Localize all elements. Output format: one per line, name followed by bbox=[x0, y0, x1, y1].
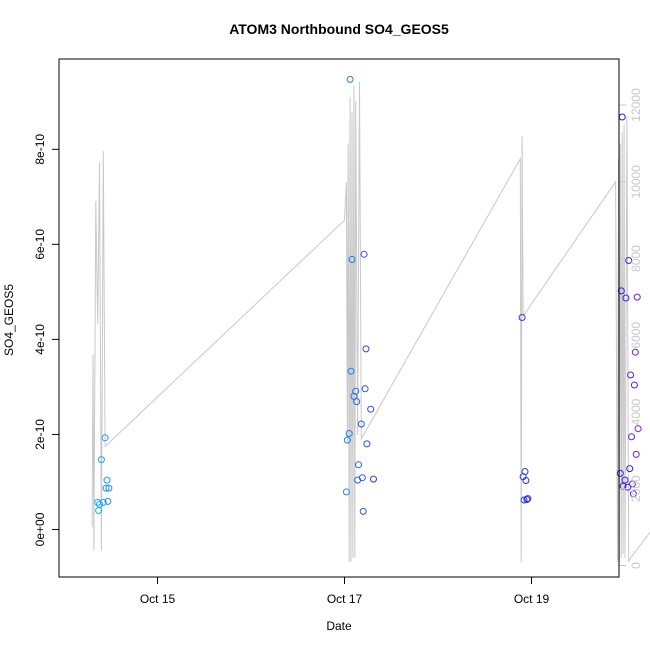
data-point bbox=[627, 371, 635, 379]
data-point bbox=[628, 433, 635, 441]
altitude-line bbox=[91, 81, 650, 562]
y-axis-label: SO4_GEOS5 bbox=[2, 284, 16, 356]
data-point bbox=[346, 75, 354, 83]
data-point bbox=[616, 469, 624, 477]
data-point bbox=[518, 314, 526, 321]
chart-title: ATOM3 Northbound SO4_GEOS5 bbox=[229, 21, 449, 37]
data-point bbox=[363, 440, 371, 448]
data-point bbox=[522, 477, 530, 484]
scatter-series bbox=[94, 75, 642, 515]
y-tick-label: 2e-10 bbox=[33, 419, 47, 450]
data-point bbox=[103, 476, 111, 484]
data-point bbox=[523, 496, 531, 503]
x-tick-label: Oct 19 bbox=[514, 592, 550, 606]
y2-tick-label: 6000 bbox=[629, 322, 643, 349]
data-point bbox=[355, 461, 362, 469]
data-point bbox=[630, 381, 638, 389]
data-point bbox=[361, 385, 369, 393]
y-tick-label: 8e-10 bbox=[33, 134, 47, 165]
data-point bbox=[348, 256, 356, 263]
data-point bbox=[624, 483, 632, 491]
data-point bbox=[343, 436, 351, 444]
data-point bbox=[521, 468, 529, 475]
data-point bbox=[618, 113, 626, 121]
data-point bbox=[625, 257, 633, 264]
plot-frame bbox=[58, 58, 620, 578]
data-point bbox=[631, 348, 639, 356]
data-point bbox=[617, 287, 625, 295]
data-point bbox=[353, 398, 361, 406]
data-point bbox=[370, 475, 377, 483]
data-point bbox=[96, 500, 103, 508]
x-tick-label: Oct 15 bbox=[140, 592, 176, 606]
data-point bbox=[358, 474, 366, 482]
data-point bbox=[360, 250, 368, 258]
data-point bbox=[104, 497, 112, 505]
y-tick-label: 6e-10 bbox=[33, 229, 47, 260]
data-point bbox=[105, 484, 113, 492]
data-point bbox=[524, 495, 532, 503]
data-point bbox=[629, 480, 636, 488]
data-point bbox=[102, 484, 110, 492]
data-point bbox=[629, 490, 637, 498]
data-point bbox=[345, 430, 353, 437]
y2-tick-label: 8000 bbox=[629, 245, 643, 272]
data-point bbox=[367, 405, 375, 413]
y-tick-label: 0e+00 bbox=[33, 512, 47, 546]
data-point bbox=[95, 507, 103, 514]
data-point bbox=[622, 294, 630, 302]
data-point bbox=[621, 476, 629, 484]
data-point bbox=[99, 498, 107, 506]
y2-tick-label: 4000 bbox=[629, 398, 643, 425]
data-point bbox=[362, 345, 370, 353]
data-point bbox=[357, 420, 365, 428]
x-tick-label: Oct 17 bbox=[327, 592, 363, 606]
data-point bbox=[632, 450, 640, 458]
y2-tick-label: 10000 bbox=[629, 165, 643, 199]
x-axis-label: Date bbox=[326, 619, 352, 633]
data-point bbox=[347, 367, 355, 375]
data-point bbox=[633, 293, 641, 301]
data-point bbox=[342, 488, 350, 496]
data-point bbox=[634, 425, 642, 433]
data-point bbox=[626, 465, 634, 473]
data-point bbox=[352, 387, 360, 395]
data-point bbox=[101, 434, 109, 442]
y2-tick-label: 12000 bbox=[629, 88, 643, 122]
data-point bbox=[359, 507, 367, 515]
data-point bbox=[520, 496, 528, 504]
data-point bbox=[97, 456, 105, 464]
y2-tick-label: 2000 bbox=[629, 475, 643, 502]
y-tick-label: 4e-10 bbox=[33, 324, 47, 355]
altitude-series bbox=[91, 81, 650, 562]
y2-tick-label: 0 bbox=[629, 562, 643, 569]
